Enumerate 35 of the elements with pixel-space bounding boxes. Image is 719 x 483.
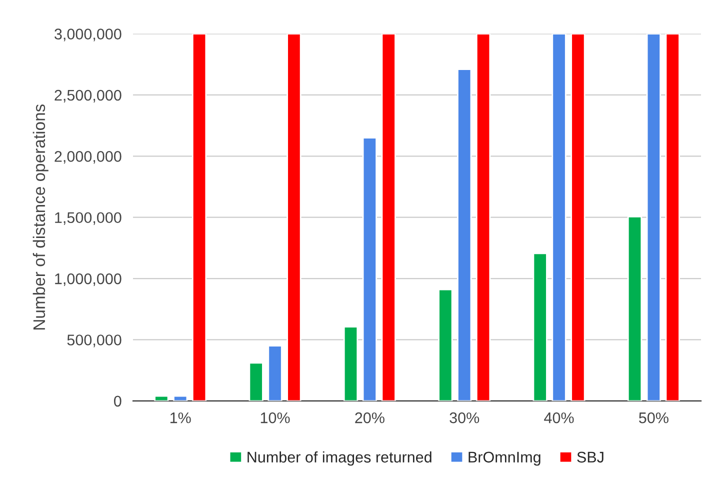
bar: [343, 326, 358, 401]
x-tick-label: 20%: [355, 412, 384, 424]
y-tick-label: 1,500,000: [55, 212, 122, 225]
bar: [173, 395, 188, 401]
y-axis-title: Number of distance operations: [32, 104, 48, 330]
x-tick-label: 40%: [544, 412, 574, 424]
y-tick-label: 0: [114, 396, 122, 407]
bar: [381, 34, 396, 401]
y-tick-label: 2,000,000: [54, 151, 122, 164]
y-tick-label: 1,000,000: [55, 273, 122, 286]
legend-label: BrOmnImg: [468, 452, 540, 466]
bar: [192, 34, 207, 401]
bar: [154, 395, 169, 401]
bar: [476, 34, 491, 401]
bar: [438, 288, 453, 401]
y-tick-label: 3,000,000: [54, 28, 122, 42]
x-tick-label: 1%: [170, 412, 191, 424]
bar: [457, 68, 472, 401]
bar: [362, 137, 378, 401]
legend-label: Number of images returned: [248, 451, 432, 466]
bar: [532, 252, 548, 401]
bar: [646, 34, 662, 401]
legend-label: SBJ: [577, 452, 604, 463]
bar: [627, 216, 642, 401]
bar: [570, 34, 586, 401]
y-tick-label: 2,500,000: [54, 90, 122, 102]
x-tick-label: 30%: [450, 412, 480, 424]
x-tick-label: 10%: [260, 412, 290, 424]
bar: [248, 362, 264, 401]
y-tick-label: 500,000: [67, 334, 122, 348]
bar: [552, 34, 566, 401]
bar: [665, 34, 680, 401]
bar: [268, 345, 282, 401]
x-tick-label: 50%: [639, 412, 668, 424]
bar: [286, 34, 302, 401]
